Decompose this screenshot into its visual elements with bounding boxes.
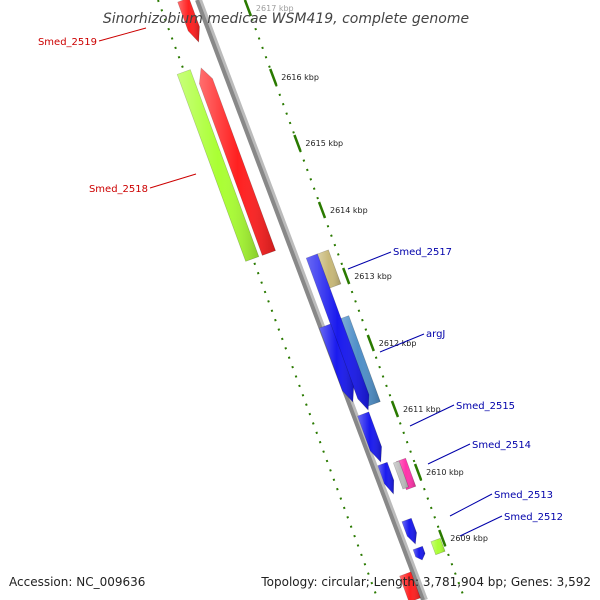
gene-label[interactable]: Smed_2514 [472, 440, 531, 451]
scale-tick [269, 68, 278, 86]
gene-labels: Smed_2519 Smed_2518 Smed_2517 argJ Smed_2515… [38, 37, 563, 523]
label-leader-line [98, 27, 147, 42]
label-leader-line [347, 251, 392, 270]
scale-tick-label: 2616 kbp [281, 73, 319, 82]
gene-arrow-shade [401, 518, 417, 544]
gene-arrow-shade [413, 546, 426, 560]
scale-tick [317, 201, 327, 219]
map-title: Sinorhizobium medicae WSM419, complete g… [103, 11, 469, 27]
gene-arrow-shade [177, 69, 259, 262]
gene-label[interactable]: Smed_2518 [89, 184, 148, 195]
gene-arrow-shade [377, 462, 394, 494]
label-leader-line [409, 404, 455, 427]
genome-summary-text: Topology: circular; Length: 3,781,904 bp… [260, 575, 591, 589]
gene-arrow-shade [396, 458, 416, 490]
gene-arrow-shade [317, 249, 341, 289]
scale-tick-label: 2612 kbp [379, 339, 417, 348]
label-leader-lines [98, 27, 503, 537]
accession-text: Accession: NC_009636 [9, 575, 145, 589]
gene-arrow-shade [357, 411, 382, 462]
scale-tick [413, 463, 423, 481]
gene-label[interactable]: Smed_2519 [38, 37, 97, 48]
gene-label[interactable]: Smed_2517 [393, 247, 452, 258]
tick-group: 2617 kbp 2616 kbp 2615 kbp 2614 kbp 2613 kbp… [243, 0, 488, 547]
label-leader-line [379, 333, 425, 353]
gene-arrow-shade [319, 323, 354, 402]
scale-tick [366, 334, 375, 352]
gene-arrow-shade [199, 68, 276, 256]
gene-label[interactable]: argJ [426, 329, 445, 340]
label-leader-line [427, 443, 471, 465]
gene-label[interactable]: Smed_2512 [504, 512, 563, 523]
scale-tick [342, 267, 351, 285]
gene-arrow-shade [306, 253, 369, 410]
gene-arrow-shade [430, 538, 446, 555]
gene-label[interactable]: Smed_2513 [494, 490, 553, 501]
gene-arrow-shade [399, 571, 421, 600]
gene-arrow-shade [393, 461, 409, 489]
gene-arrow-shade [177, 0, 200, 42]
scale-tick [243, 0, 253, 17]
gene-label[interactable]: Smed_2515 [456, 401, 515, 412]
scale-tick-label: 2613 kbp [354, 272, 392, 281]
label-leader-line [449, 493, 493, 517]
backbone [195, 0, 425, 600]
scale-tick-label: 2615 kbp [305, 139, 343, 148]
scale-tick-label: 2609 kbp [450, 534, 488, 543]
label-leader-line [149, 173, 197, 189]
scale-tick-label: 2614 kbp [330, 206, 368, 215]
inner-scale-ring [244, 0, 466, 600]
scale-tick [390, 400, 400, 418]
scale-tick [293, 134, 302, 152]
scale-tick [438, 529, 447, 547]
gene-group [176, 0, 446, 600]
scale-tick-label: 2617 kbp [256, 4, 294, 13]
scale-tick-label: 2610 kbp [426, 468, 464, 477]
scale-tick-label: 2611 kbp [403, 405, 441, 414]
label-leader-line [459, 515, 503, 537]
